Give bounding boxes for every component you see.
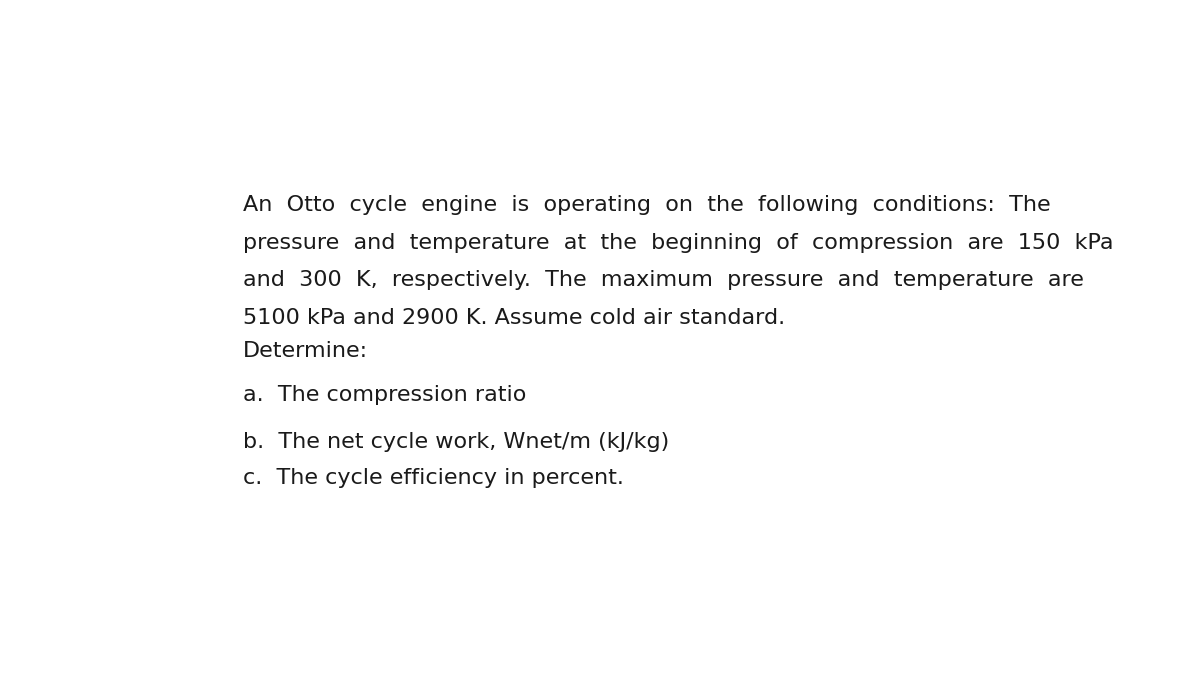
Text: pressure  and  temperature  at  the  beginning  of  compression  are  150  kPa: pressure and temperature at the beginnin… xyxy=(242,233,1114,252)
Text: An  Otto  cycle  engine  is  operating  on  the  following  conditions:  The: An Otto cycle engine is operating on the… xyxy=(242,195,1051,215)
Text: a.  The compression ratio: a. The compression ratio xyxy=(242,385,527,405)
Text: and  300  K,  respectively.  The  maximum  pressure  and  temperature  are: and 300 K, respectively. The maximum pre… xyxy=(242,270,1084,290)
Text: Determine:: Determine: xyxy=(242,341,368,361)
Text: 5100 kPa and 2900 K. Assume cold air standard.: 5100 kPa and 2900 K. Assume cold air sta… xyxy=(242,308,785,327)
Text: c.  The cycle efficiency in percent.: c. The cycle efficiency in percent. xyxy=(242,468,624,488)
Text: b.  The net cycle work, Wnet/m (kJ/kg): b. The net cycle work, Wnet/m (kJ/kg) xyxy=(242,432,670,452)
